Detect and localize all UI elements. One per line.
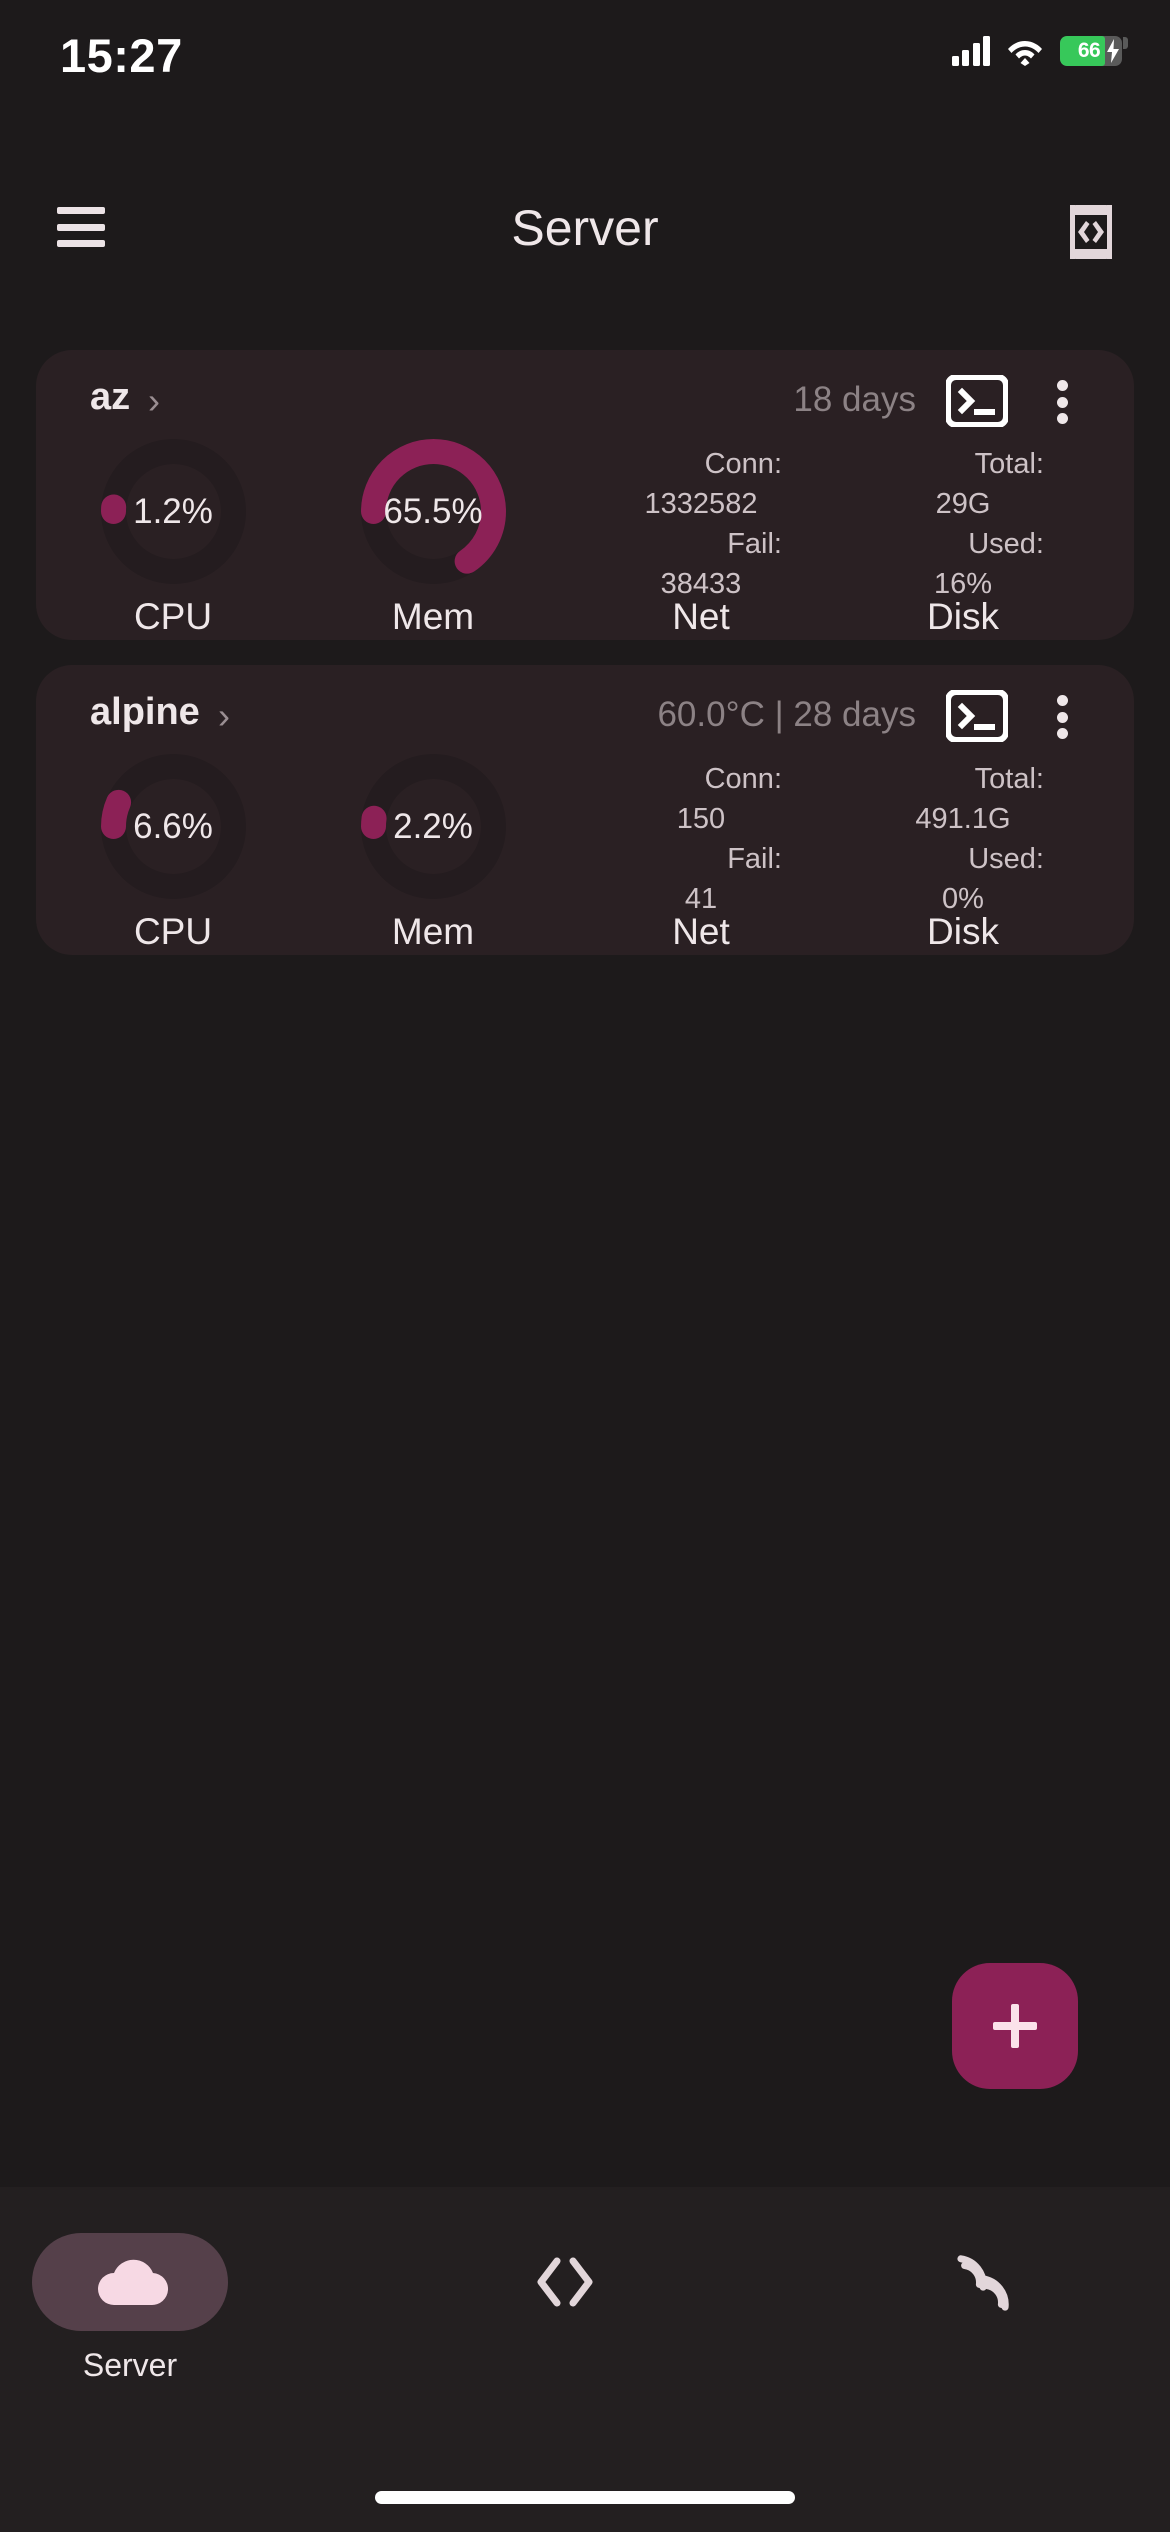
cloud-icon bbox=[98, 2259, 169, 2306]
code-brackets-icon bbox=[537, 2257, 593, 2307]
net-fail-value: 38433 bbox=[660, 568, 742, 600]
metric-net: Conn: 1332582 Fail: 38433 Net bbox=[564, 438, 838, 638]
nav-pill-active bbox=[32, 2233, 228, 2331]
metric-mem: 2.2% Mem bbox=[296, 753, 570, 953]
metric-cpu: 1.2% CPU bbox=[36, 438, 310, 638]
net-values: Conn: 1332582 Fail: 38433 bbox=[564, 438, 838, 604]
disk-used-value: 0% bbox=[942, 883, 984, 915]
disk-total-value: 491.1G bbox=[915, 803, 1011, 835]
disk-used-value: 16% bbox=[933, 568, 993, 600]
wifi-icon bbox=[1006, 36, 1044, 66]
nav-label-server: Server bbox=[82, 2347, 178, 2383]
metric-mem: 65.5% Mem bbox=[296, 438, 570, 638]
server-card[interactable]: az › 18 days 1.2 bbox=[36, 350, 1134, 640]
chevron-right-icon[interactable]: › bbox=[148, 380, 160, 421]
terminal-icon[interactable] bbox=[945, 374, 1009, 428]
disk-values: Total: 29G Used: 16% bbox=[826, 438, 1100, 604]
hamburger-menu-icon[interactable] bbox=[57, 207, 105, 247]
disk-total-label: Total: bbox=[974, 448, 1044, 480]
metric-label-cpu: CPU bbox=[133, 911, 213, 952]
net-values: Conn: 150 Fail: 41 bbox=[564, 753, 838, 919]
nav-item-ping[interactable] bbox=[862, 2233, 1122, 2393]
metric-disk: Total: 491.1G Used: 0% Disk bbox=[826, 753, 1100, 953]
app-bar: Server bbox=[0, 175, 1170, 285]
server-name[interactable]: alpine bbox=[90, 691, 200, 733]
more-vertical-icon[interactable] bbox=[1038, 691, 1086, 743]
cpu-gauge: 6.6% bbox=[100, 753, 247, 900]
server-card-header: alpine › 60.0°C | 28 days bbox=[36, 665, 1134, 757]
server-name[interactable]: az bbox=[90, 376, 131, 418]
more-vertical-icon[interactable] bbox=[1038, 376, 1086, 428]
cpu-gauge: 1.2% bbox=[100, 438, 247, 585]
disk-used-label: Used: bbox=[968, 843, 1044, 875]
server-metrics: 6.6% CPU 2.2% Mem Conn: 150 Fail bbox=[36, 753, 1134, 953]
status-bar-clock: 15:27 bbox=[60, 29, 183, 82]
mem-gauge: 65.5% bbox=[360, 438, 507, 585]
cpu-value: 6.6% bbox=[133, 806, 213, 846]
battery-icon: 66 bbox=[1060, 36, 1122, 66]
status-bar-indicators: 66 bbox=[951, 28, 1128, 74]
net-fail-label: Fail: bbox=[727, 843, 782, 875]
disk-total-label: Total: bbox=[974, 763, 1044, 795]
battery-cap bbox=[1123, 37, 1128, 49]
server-uptime-meta: 18 days bbox=[793, 380, 916, 419]
mem-value: 2.2% bbox=[393, 806, 473, 846]
metric-label-disk: Disk bbox=[927, 596, 999, 637]
disk-used-label: Used: bbox=[968, 528, 1044, 560]
server-metrics: 1.2% CPU 65.5% Mem Conn: 1332582 bbox=[36, 438, 1134, 638]
home-indicator bbox=[375, 2491, 795, 2504]
mem-value: 65.5% bbox=[383, 491, 483, 531]
nav-item-code[interactable] bbox=[435, 2233, 695, 2393]
net-conn-value: 150 bbox=[676, 803, 726, 835]
disk-total-value: 29G bbox=[935, 488, 991, 520]
net-fail-label: Fail: bbox=[727, 528, 782, 560]
metric-label-mem: Mem bbox=[391, 911, 475, 952]
metric-label-mem: Mem bbox=[391, 596, 475, 637]
server-card-header: az › 18 days bbox=[36, 350, 1134, 442]
status-bar: 15:27 66 bbox=[0, 0, 1170, 110]
device-code-icon[interactable] bbox=[1060, 201, 1122, 263]
metric-disk: Total: 29G Used: 16% Disk bbox=[826, 438, 1100, 638]
chevron-right-icon[interactable]: › bbox=[218, 695, 230, 736]
net-conn-label: Conn: bbox=[704, 448, 782, 480]
nav-pill bbox=[467, 2233, 663, 2331]
net-conn-label: Conn: bbox=[704, 763, 782, 795]
cellular-signal-icon bbox=[951, 36, 990, 66]
metric-label-net: Net bbox=[672, 911, 730, 952]
nav-pill bbox=[894, 2233, 1090, 2331]
net-conn-value: 1332582 bbox=[644, 488, 758, 520]
mem-gauge: 2.2% bbox=[360, 753, 507, 900]
nav-item-server[interactable]: Server bbox=[0, 2233, 260, 2393]
ping-waves-icon bbox=[957, 2255, 1009, 2311]
battery-percent-label: 66 bbox=[1077, 39, 1101, 62]
battery-charging-bolt-icon bbox=[1106, 39, 1120, 66]
bottom-navigation-bar: Server bbox=[0, 2187, 1170, 2532]
metric-net: Conn: 150 Fail: 41 Net bbox=[564, 753, 838, 953]
add-server-button[interactable] bbox=[952, 1963, 1078, 2089]
cpu-value: 1.2% bbox=[133, 491, 213, 531]
server-card[interactable]: alpine › 60.0°C | 28 days bbox=[36, 665, 1134, 955]
net-fail-value: 41 bbox=[684, 883, 718, 915]
metric-label-net: Net bbox=[672, 596, 730, 637]
page-title: Server bbox=[511, 200, 659, 256]
terminal-icon[interactable] bbox=[945, 689, 1009, 743]
plus-icon-vertical bbox=[1011, 2004, 1019, 2048]
disk-values: Total: 491.1G Used: 0% bbox=[826, 753, 1100, 919]
metric-cpu: 6.6% CPU bbox=[36, 753, 310, 953]
battery-fill bbox=[1060, 36, 1106, 66]
metric-label-cpu: CPU bbox=[133, 596, 213, 637]
metric-label-disk: Disk bbox=[927, 911, 999, 952]
server-uptime-meta: 60.0°C | 28 days bbox=[657, 695, 916, 734]
